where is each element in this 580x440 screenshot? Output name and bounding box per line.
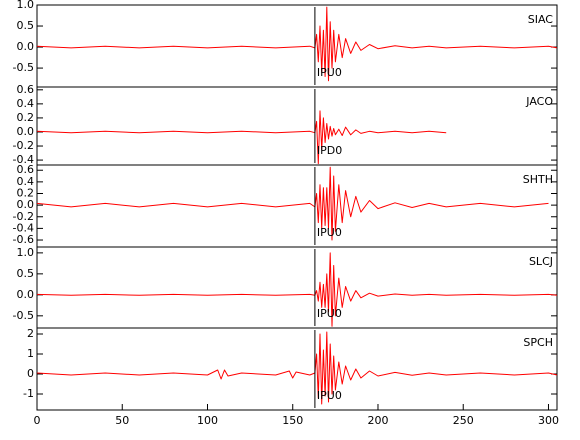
panel-frame <box>36 86 558 166</box>
y-tick-label: -0.5 <box>13 61 34 74</box>
y-tick-label: 2 <box>27 327 34 340</box>
station-label: SHTH <box>523 173 553 186</box>
waveform <box>36 110 447 165</box>
pick-label: IPD0 <box>317 144 342 157</box>
y-tick-label: -0.6 <box>13 233 34 246</box>
y-tick-label: 0.4 <box>17 175 35 188</box>
y-tick-label: -0.5 <box>13 309 34 322</box>
y-tick-label: 0.0 <box>17 40 35 53</box>
y-tick-label: 0.0 <box>17 198 35 211</box>
pick-label: IPU0 <box>317 307 342 320</box>
panel-frame <box>36 327 558 411</box>
x-tick-label: 150 <box>282 414 303 427</box>
y-tick-label: 0 <box>27 367 34 380</box>
pick-label: IPU0 <box>317 66 342 79</box>
y-tick-label: 0.2 <box>17 186 35 199</box>
panel-frame <box>36 246 558 329</box>
pick-label: IPU0 <box>317 389 342 402</box>
x-tick-label: 50 <box>115 414 129 427</box>
y-tick-label: 1.0 <box>17 0 35 11</box>
station-label: JACO <box>525 95 553 108</box>
y-tick-label: 0.4 <box>17 97 35 110</box>
y-tick-label: 0.2 <box>17 111 35 124</box>
y-tick-label: 0.0 <box>17 125 35 138</box>
y-tick-label: -0.2 <box>13 139 34 152</box>
y-tick-label: -0.2 <box>13 210 34 223</box>
waveform <box>36 6 558 82</box>
x-tick-label: 100 <box>197 414 218 427</box>
y-tick-label: 1 <box>27 347 34 360</box>
y-tick-label: -0.4 <box>13 153 34 166</box>
y-tick-label: 0.6 <box>17 163 35 176</box>
x-tick-label: 250 <box>453 414 474 427</box>
waveform <box>36 166 549 241</box>
waveform <box>36 252 558 327</box>
y-tick-label: -0.4 <box>13 221 34 234</box>
pick-label: IPU0 <box>317 226 342 239</box>
y-tick-label: -1 <box>23 387 34 400</box>
station-label: SPCH <box>523 336 553 349</box>
y-tick-label: 1.0 <box>17 246 35 259</box>
y-tick-label: 0.5 <box>17 19 35 32</box>
station-label: SLCJ <box>529 255 553 268</box>
waveform <box>36 331 558 405</box>
station-label: SIAC <box>528 13 554 26</box>
y-tick-label: 0.6 <box>17 83 35 96</box>
x-tick-label: 300 <box>538 414 559 427</box>
x-tick-label: 200 <box>367 414 388 427</box>
x-tick-label: 0 <box>34 414 41 427</box>
y-tick-label: 0.5 <box>17 267 35 280</box>
panel-frame <box>36 164 558 248</box>
y-tick-label: 0.0 <box>17 288 35 301</box>
